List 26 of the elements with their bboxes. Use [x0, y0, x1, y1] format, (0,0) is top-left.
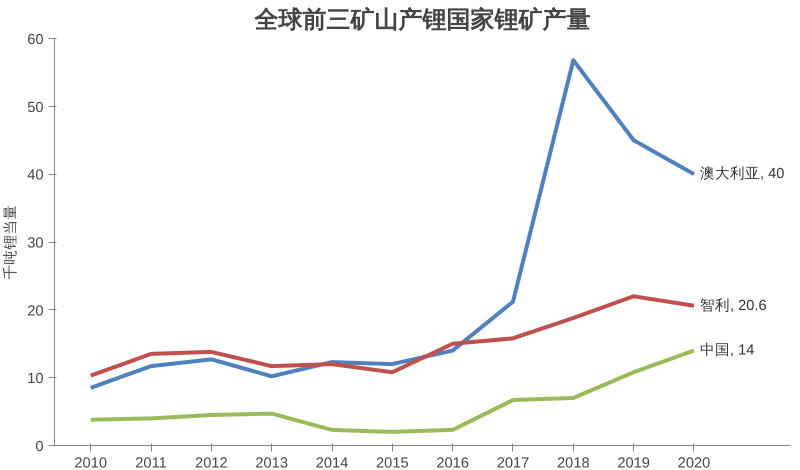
y-tick-label: 40	[27, 168, 44, 184]
annotation: 智利, 20.6	[700, 296, 767, 314]
y-tick-label: 50	[27, 100, 44, 116]
chart-title: 全球前三矿山产锂国家锂矿产量	[254, 6, 590, 34]
x-tick-label: 2012	[195, 456, 228, 470]
y-tick-label: 60	[27, 32, 44, 48]
y-axis-title: 千吨锂当量	[2, 204, 20, 280]
x-tick-label: 2019	[617, 456, 650, 470]
x-tick-label: 2014	[316, 456, 348, 470]
y-tick-label: 0	[35, 439, 44, 455]
x-tick-label: 2017	[496, 456, 530, 470]
x-tick-label: 2018	[557, 456, 590, 470]
line-series	[88, 58, 696, 390]
y-tick-label: 30	[27, 236, 44, 252]
line-series	[88, 348, 696, 434]
line-series	[88, 294, 696, 378]
x-tick-label: 2020	[678, 456, 710, 470]
x-tick-label: 2010	[74, 456, 108, 470]
annotation: 澳大利亚, 40	[700, 165, 784, 182]
x-tick-label: 2011	[135, 456, 167, 470]
annotation: 中国, 14	[700, 342, 754, 359]
x-tick-label: 2016	[436, 456, 469, 470]
x-tick-label: 2013	[255, 456, 288, 470]
y-tick-label: 10	[27, 371, 44, 388]
x-tick-label: 2015	[376, 456, 409, 470]
y-tick-label: 20	[27, 303, 44, 320]
